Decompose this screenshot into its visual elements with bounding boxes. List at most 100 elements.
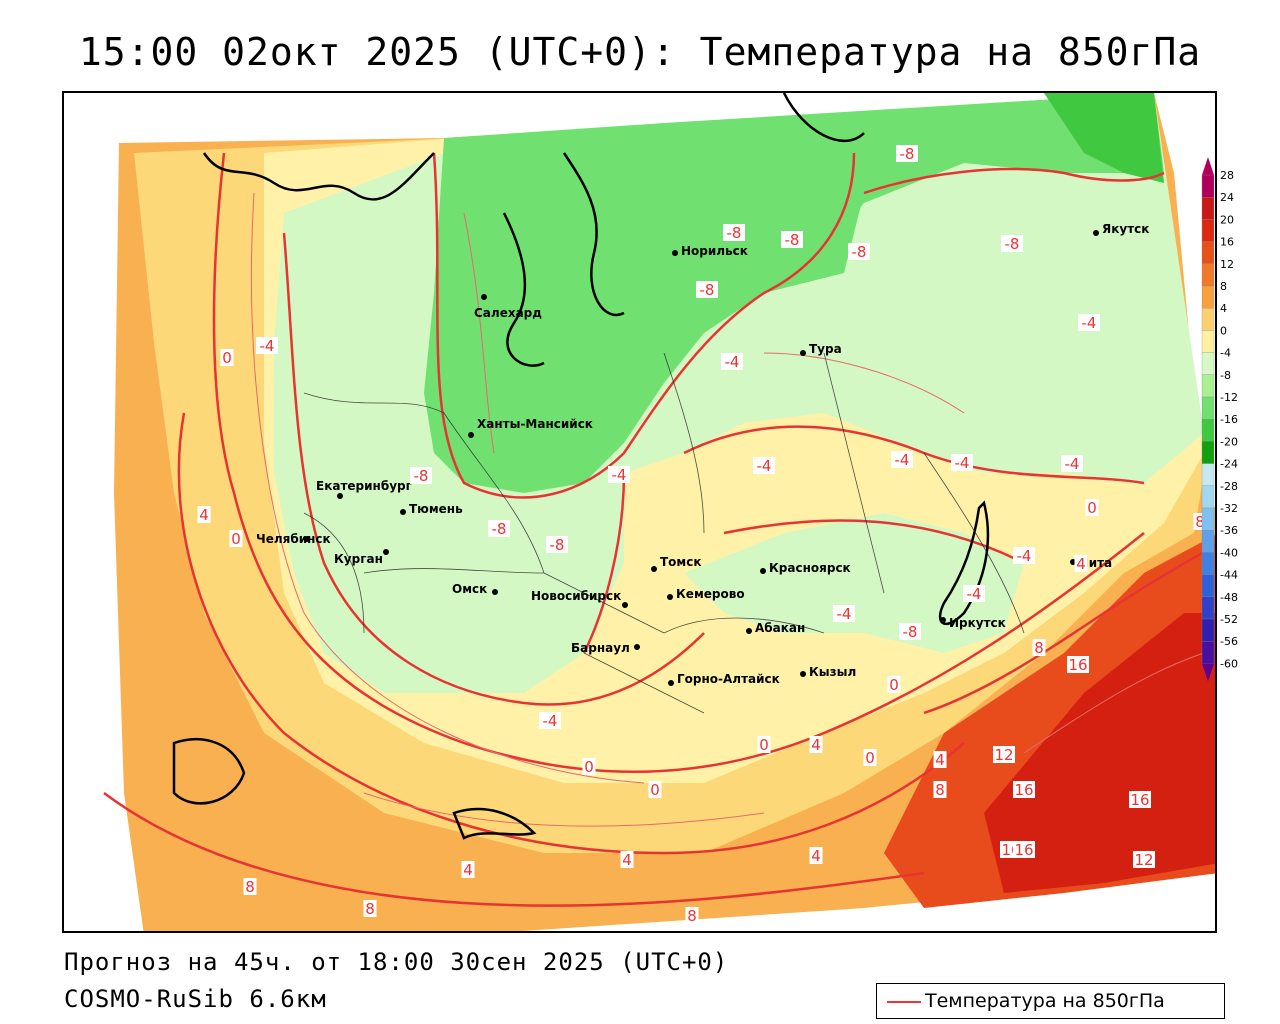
isotherm-label: -8 — [848, 243, 870, 261]
map-legend: Температура на 850гПа — [876, 983, 1225, 1019]
isotherm-label: -4 — [891, 451, 913, 469]
svg-text:-4: -4 — [543, 712, 558, 730]
city-irkutsk: Иркутск — [940, 616, 1006, 630]
svg-text:4: 4 — [935, 751, 945, 769]
map-title: 15:00 02окт 2025 (UTC+0): Температура на… — [78, 30, 1202, 74]
scale-swatch — [1201, 374, 1215, 398]
svg-text:-4: -4 — [1065, 455, 1080, 473]
scale-tick-label: -36 — [1220, 524, 1238, 537]
isotherm-label: 16 — [1067, 656, 1089, 674]
scale-swatch — [1201, 463, 1215, 486]
isotherm-label: 4 — [933, 751, 947, 769]
scale-arrow-bottom — [1202, 663, 1214, 682]
scale-swatch — [1201, 241, 1215, 264]
city-kurgan: Курган — [334, 549, 389, 566]
svg-text:-4: -4 — [757, 457, 772, 475]
isotherm-label: 8 — [685, 907, 699, 925]
isotherm-label: 0 — [648, 781, 662, 799]
forecast-info: Прогноз на 45ч. от 18:00 30сен 2025 (UTC… — [64, 948, 729, 976]
city-markers: Салехард Норильск Якутск Тура Ханты-Манс… — [256, 222, 1149, 686]
isotherm-label: -8 — [546, 536, 568, 554]
svg-text:-4: -4 — [955, 454, 970, 472]
city-label: Омск — [452, 582, 487, 596]
svg-text:-8: -8 — [1005, 235, 1020, 253]
city-label: Якутск — [1102, 222, 1149, 236]
coastline-yamal — [502, 212, 545, 367]
isotherm-label: -4 — [539, 712, 561, 730]
city-barnaul: Барнаул — [571, 641, 640, 655]
city-label: Челябинск — [256, 532, 331, 546]
scale-arrow-top — [1202, 157, 1214, 175]
svg-text:-4: -4 — [837, 605, 852, 623]
isotherm-label: 4 — [809, 847, 823, 865]
zone-green-north — [664, 93, 1164, 273]
isotherm-label: 0 — [220, 349, 234, 367]
city-norilsk: Норильск — [672, 244, 748, 258]
isotherm-label: -8 — [410, 467, 432, 485]
isotherm-label: 4 — [197, 506, 211, 524]
city-krasnoyarsk: Красноярск — [760, 561, 851, 575]
svg-text:-8: -8 — [903, 623, 918, 641]
svg-text:0: 0 — [650, 781, 660, 799]
city-label: Барнаул — [571, 641, 630, 655]
scale-tick-label: 4 — [1220, 302, 1227, 315]
svg-text:-8: -8 — [727, 224, 742, 242]
svg-text:0: 0 — [584, 758, 594, 776]
isotherm-label: -4 — [963, 585, 985, 603]
city-label: Ханты-Мансийск — [477, 417, 593, 431]
temperature-map: Салехард Норильск Якутск Тура Ханты-Манс… — [64, 93, 1215, 931]
scale-swatch — [1201, 174, 1215, 198]
isotherm-label: 4 — [1074, 555, 1088, 573]
svg-text:-4: -4 — [1082, 314, 1097, 332]
isotherm-label: -8 — [1001, 235, 1023, 253]
scale-tick-label: -56 — [1220, 635, 1238, 648]
city-yakutsk: Якутск — [1093, 222, 1149, 236]
svg-text:-8: -8 — [550, 536, 565, 554]
city-label: Красноярск — [769, 561, 851, 575]
isotherm-label: -8 — [723, 224, 745, 242]
scale-tick-label: -12 — [1220, 391, 1238, 404]
city-label: Екатеринбург — [316, 479, 412, 493]
svg-text:-4: -4 — [725, 353, 740, 371]
isotherm-labels: -8 -8 -8 -8 -8 -8 -8 -4 -4 -4 -4 -4 -4 -4 -4 -4 -4 -4 -8 -8… — [197, 145, 1207, 925]
scale-tick-label: -32 — [1220, 502, 1238, 515]
city-label: Курган — [334, 552, 383, 566]
scale-swatch — [1201, 574, 1215, 597]
city-gorno-altaysk: Горно-Алтайск — [668, 672, 780, 686]
scale-swatch — [1201, 507, 1215, 531]
svg-text:-4: -4 — [260, 337, 275, 355]
svg-text:16: 16 — [1130, 791, 1149, 809]
coastline-taymyr — [782, 93, 865, 143]
city-tyumen: Тюмень — [400, 502, 463, 516]
svg-text:0: 0 — [222, 349, 232, 367]
svg-text:-8: -8 — [785, 231, 800, 249]
svg-text:-4: -4 — [895, 451, 910, 469]
scale-tick-label: -40 — [1220, 546, 1238, 559]
isotherm-label: 16 — [1013, 781, 1035, 799]
city-label: Тура — [809, 342, 842, 356]
scale-swatch — [1201, 219, 1215, 242]
svg-text:8: 8 — [245, 878, 255, 896]
city-label: Томск — [660, 555, 702, 569]
isotherm-label: -4 — [1013, 547, 1035, 565]
legend-label: Температура на 850гПа — [925, 990, 1165, 1012]
scale-swatch — [1201, 396, 1215, 420]
isotherm-label: 8 — [243, 878, 257, 896]
svg-text:-4: -4 — [612, 466, 627, 484]
svg-text:-4: -4 — [967, 585, 982, 603]
lake-balkhash — [452, 807, 537, 840]
svg-text:0: 0 — [231, 530, 241, 548]
scale-tick-label: 28 — [1220, 169, 1234, 182]
svg-text:8: 8 — [365, 900, 375, 918]
city-tomsk: Томск — [651, 555, 702, 572]
svg-text:12: 12 — [994, 746, 1013, 764]
isotherm-label: 16 — [1129, 791, 1151, 809]
svg-text:16: 16 — [1014, 781, 1033, 799]
scale-tick-label: -60 — [1220, 657, 1238, 670]
svg-text:-8: -8 — [414, 467, 429, 485]
isotherm-label: 12 — [1133, 851, 1155, 869]
svg-text:8: 8 — [935, 781, 945, 799]
city-label: Новосибирск — [531, 589, 621, 603]
zone-hot-core — [984, 613, 1215, 893]
city-khanty-mansiysk: Ханты-Мансийск — [468, 417, 593, 438]
